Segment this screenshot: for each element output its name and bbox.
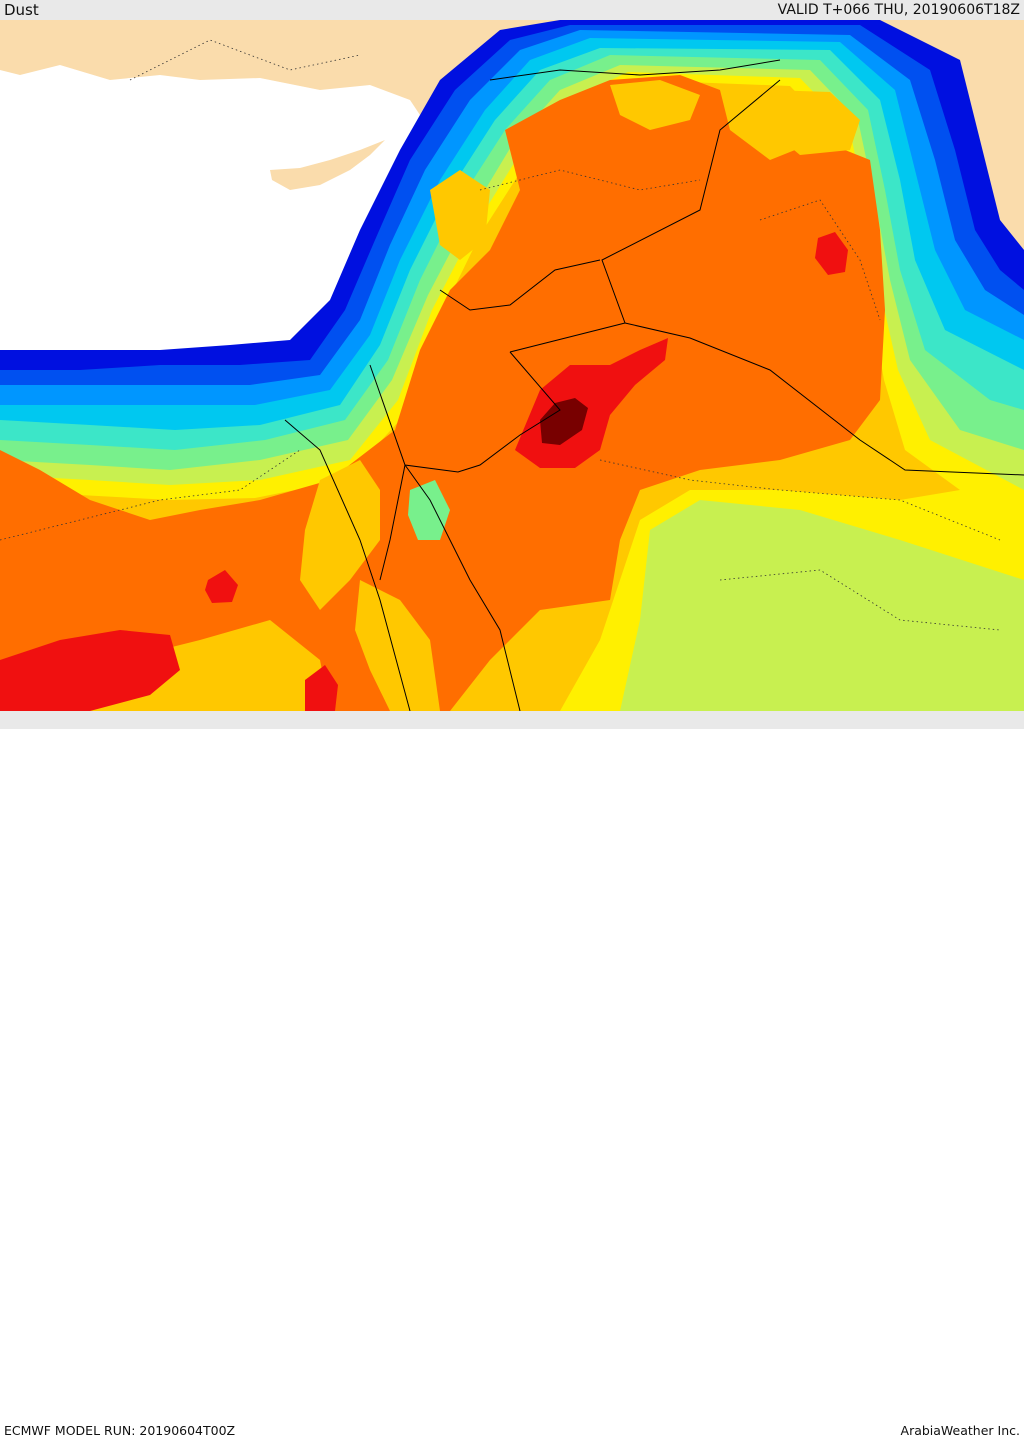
dust-lobe-amber-gaza xyxy=(300,460,380,610)
dust-concentration-map xyxy=(0,20,1024,711)
dust-lobe-green-sinai xyxy=(408,480,450,540)
dust-lobe-amber-sinai xyxy=(355,580,440,711)
border-line xyxy=(404,464,521,711)
dust-band-orange xyxy=(0,75,885,711)
dust-core-red-iraq xyxy=(815,232,848,275)
provider-label: ArabiaWeather Inc. xyxy=(900,1423,1020,1438)
valid-time-label: VALID T+066 THU, 20190606T18Z xyxy=(777,2,1020,18)
dust-lobe-amber-syria xyxy=(610,80,700,130)
dust-lobe-amber-east xyxy=(770,90,860,155)
dust-core-red-egypt-south xyxy=(305,665,338,711)
dust-core-red-egypt-west xyxy=(0,630,180,711)
mediterranean-sea xyxy=(0,65,430,370)
province-boundaries xyxy=(0,39,1001,631)
province-line xyxy=(479,169,701,191)
province-line xyxy=(719,569,1001,631)
header-bar: Dust VALID T+066 THU, 20190606T18Z xyxy=(0,0,1024,20)
dust-core-red-egypt-center xyxy=(205,570,238,603)
border-line xyxy=(439,259,601,311)
dust-lobe-amber-north xyxy=(430,170,490,260)
dust-core-dark-red xyxy=(540,398,588,445)
border-line xyxy=(624,322,1024,476)
border-line xyxy=(489,59,781,81)
country-borders xyxy=(284,59,1024,711)
model-run-label: ECMWF MODEL RUN: 20190604T00Z xyxy=(4,1423,236,1438)
border-line xyxy=(379,464,406,581)
province-line xyxy=(0,449,301,541)
map-title: Dust xyxy=(4,1,39,19)
border-line xyxy=(284,419,411,711)
border-line xyxy=(509,79,781,353)
cyprus-island xyxy=(270,140,385,190)
province-line xyxy=(759,199,881,321)
footer-bar: ECMWF MODEL RUN: 20190604T00Z ArabiaWeat… xyxy=(0,711,1024,1438)
